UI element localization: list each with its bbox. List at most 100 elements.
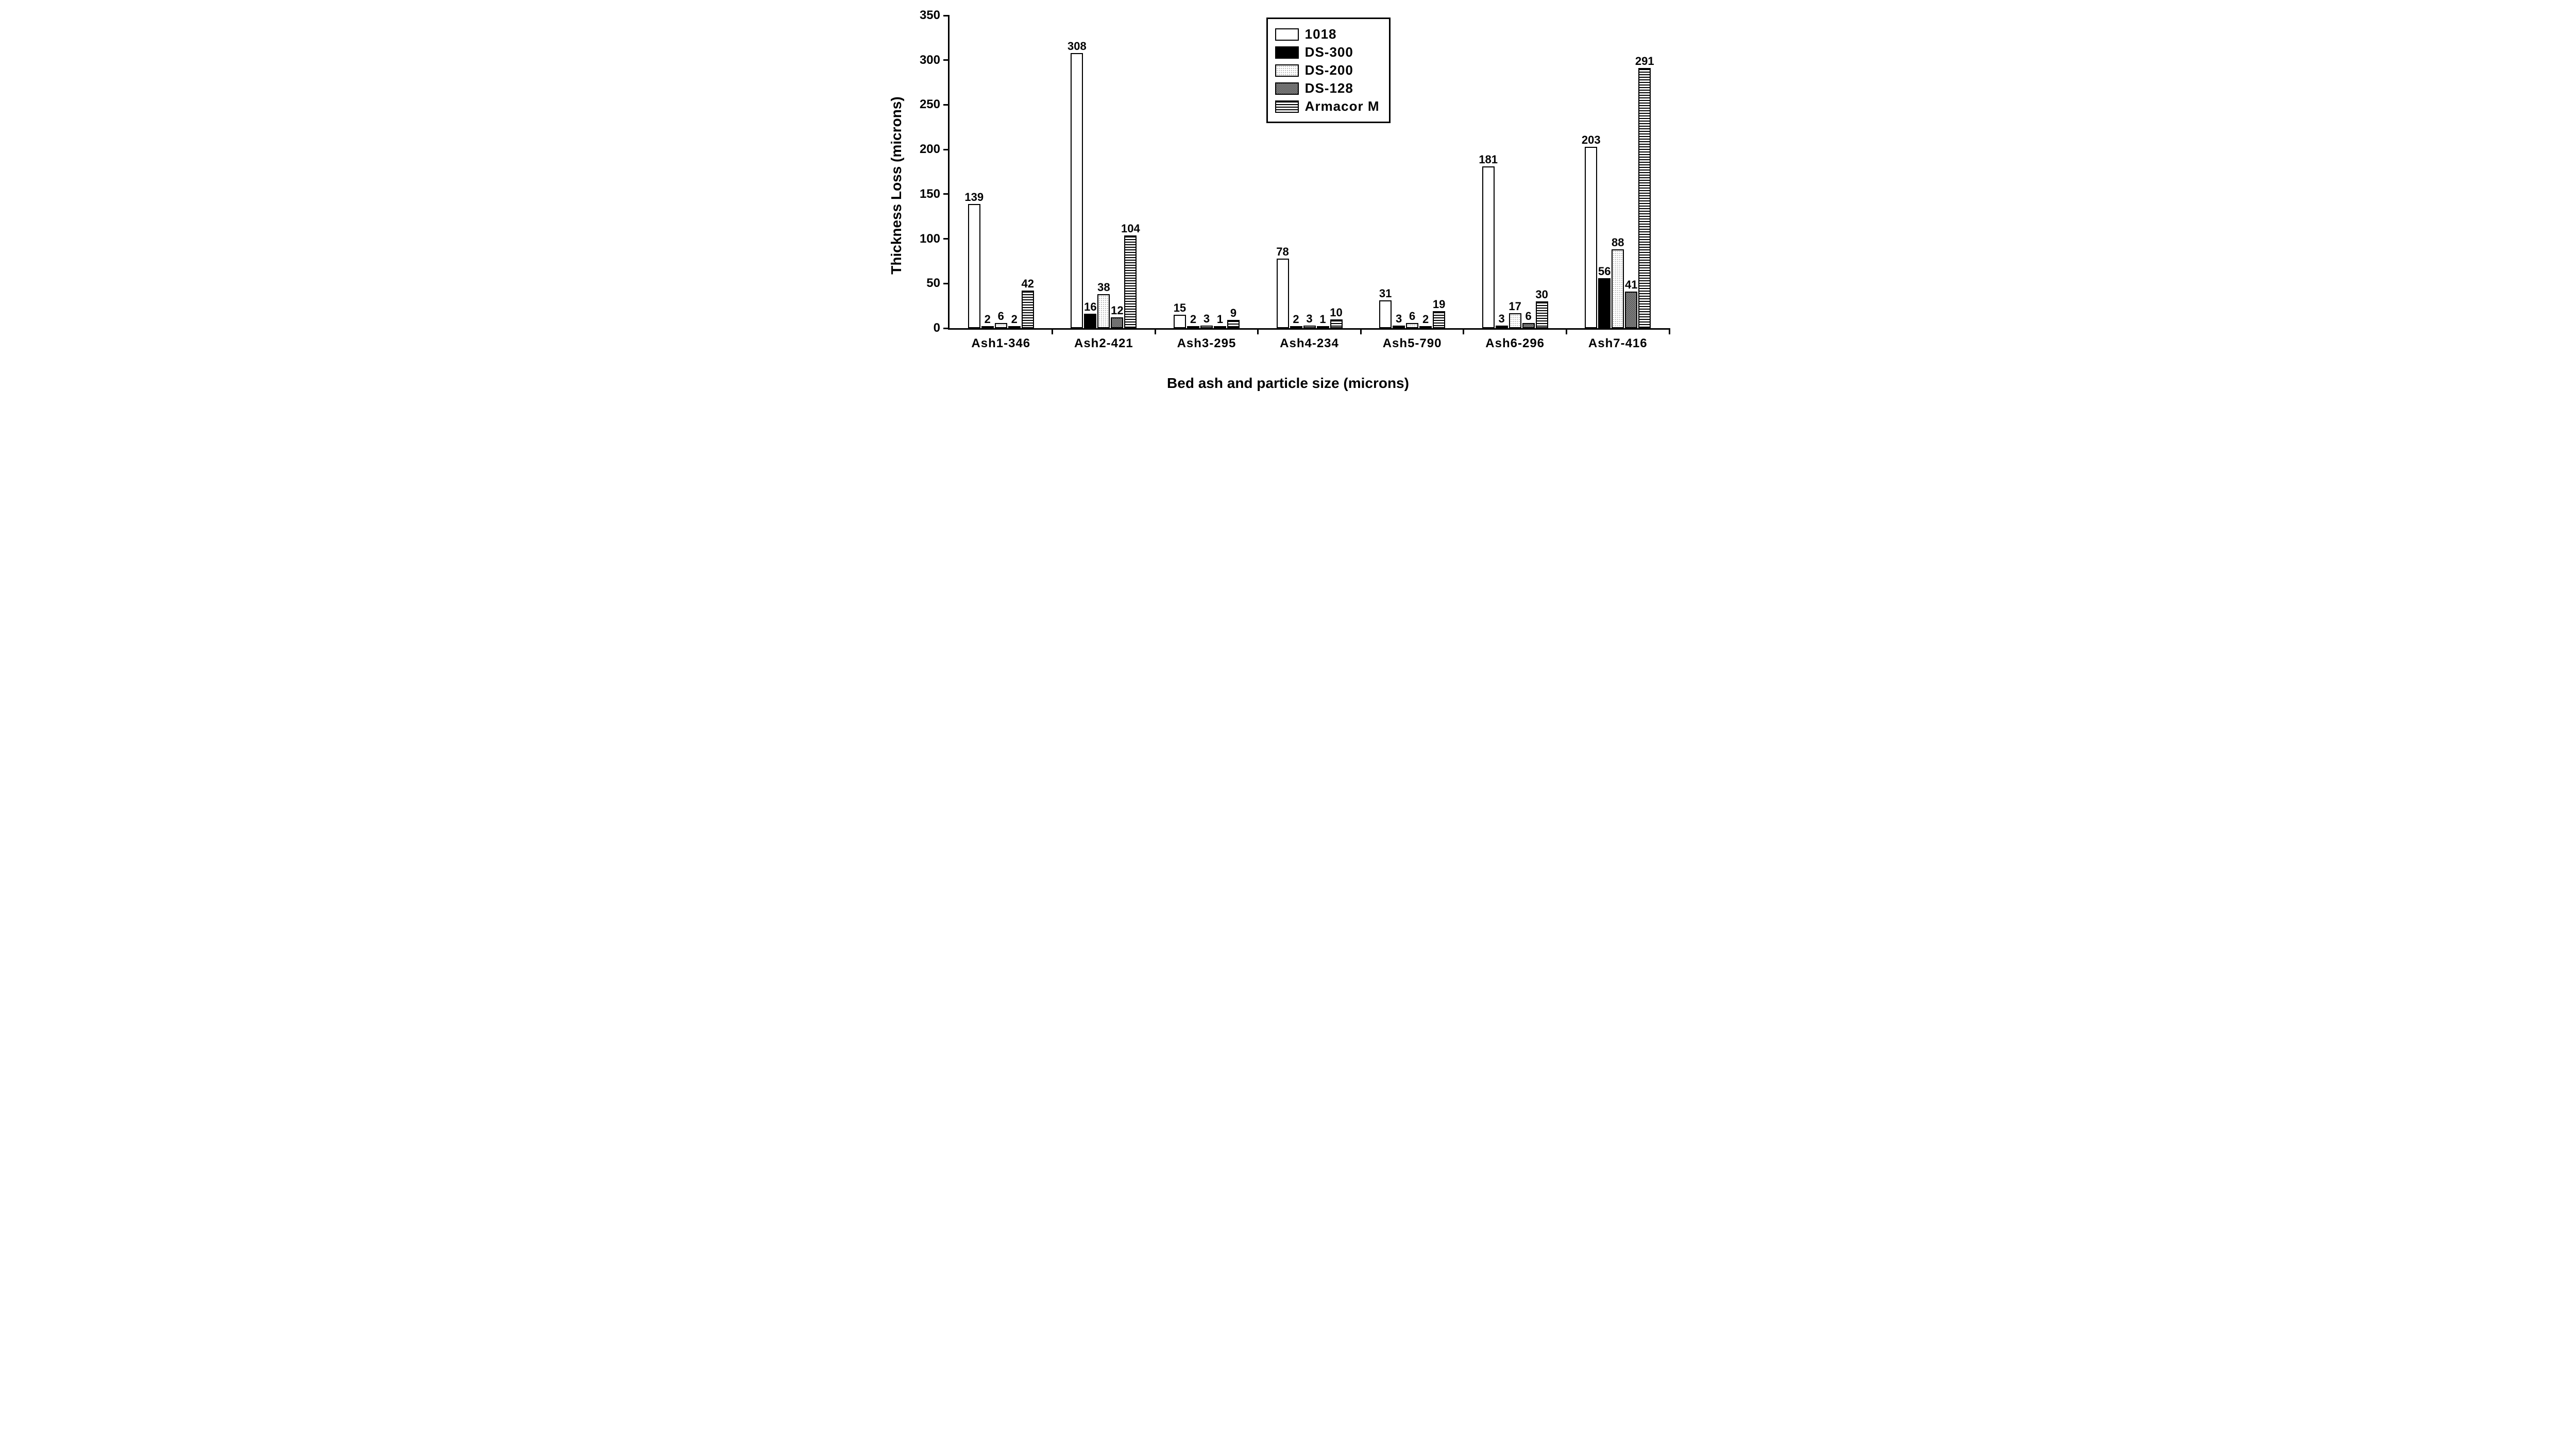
bar: 12 (1111, 317, 1123, 328)
legend-label: Armacor M (1305, 98, 1380, 114)
bar: 56 (1598, 278, 1611, 328)
bar: 139 (968, 204, 980, 328)
legend-swatch (1275, 100, 1299, 113)
group-separator-tick (1463, 328, 1464, 334)
bar-value-label: 3 (1396, 312, 1402, 326)
legend-label: 1018 (1305, 26, 1337, 42)
bar: 291 (1638, 68, 1651, 328)
bar: 42 (1022, 291, 1034, 328)
bar-value-label: 2 (1293, 313, 1299, 326)
bar: 38 (1097, 294, 1110, 328)
bar-value-label: 3 (1204, 312, 1210, 326)
bar-value-label: 1 (1319, 313, 1326, 326)
bar: 15 (1174, 315, 1186, 328)
group-separator-tick (1669, 328, 1670, 334)
legend-swatch (1275, 64, 1299, 77)
bar-value-label: 9 (1230, 307, 1236, 320)
legend-item: DS-200 (1275, 62, 1380, 78)
bar-group: 203568841291Ash7-416 (1566, 15, 1669, 328)
bar: 6 (1522, 323, 1535, 328)
bar-value-label: 308 (1067, 40, 1087, 53)
category-label: Ash4-234 (1280, 336, 1339, 351)
legend-item: Armacor M (1275, 98, 1380, 114)
bar: 30 (1536, 301, 1548, 328)
category-label: Ash1-346 (971, 336, 1030, 351)
bar-group: 181317630Ash6-296 (1464, 15, 1567, 328)
category-label: Ash2-421 (1074, 336, 1133, 351)
bar: 31 (1379, 300, 1392, 328)
bar-value-label: 42 (1022, 277, 1034, 291)
bar: 16 (1084, 314, 1096, 328)
bar: 17 (1509, 313, 1521, 328)
bar: 203 (1585, 147, 1597, 328)
y-tick-label: 0 (934, 321, 950, 335)
legend-label: DS-200 (1305, 62, 1353, 78)
bar-value-label: 181 (1479, 153, 1498, 166)
bar: 3 (1496, 326, 1508, 328)
y-tick-label: 200 (920, 142, 950, 157)
legend-swatch (1275, 46, 1299, 59)
x-axis-label: Bed ash and particle size (microns) (1167, 375, 1409, 392)
group-separator-tick (1155, 328, 1156, 334)
bar: 2 (1290, 326, 1302, 328)
bar-value-label: 88 (1612, 236, 1624, 249)
bar: 3 (1393, 326, 1405, 328)
bar: 2 (1187, 326, 1199, 328)
y-tick-label: 100 (920, 232, 950, 246)
legend-item: DS-300 (1275, 44, 1380, 60)
bar-value-label: 1 (1217, 313, 1223, 326)
bar-value-label: 12 (1111, 304, 1123, 317)
chart-container: Thickness Loss (microns) Bed ash and par… (902, 10, 1674, 361)
bar-value-label: 139 (964, 191, 984, 204)
bar: 2 (981, 326, 994, 328)
legend-label: DS-300 (1305, 44, 1353, 60)
bar-value-label: 78 (1276, 245, 1289, 259)
bar: 1 (1214, 326, 1226, 328)
legend: 1018 DS-300 DS-200 DS-128 Armacor M (1266, 18, 1391, 123)
bar-value-label: 2 (1011, 313, 1018, 326)
bar-group: 308163812104Ash2-421 (1053, 15, 1156, 328)
bar: 2 (1419, 326, 1432, 328)
bar-value-label: 38 (1097, 281, 1110, 294)
bar-value-label: 3 (1499, 312, 1505, 326)
bar-value-label: 203 (1582, 133, 1601, 147)
bar: 6 (995, 323, 1007, 328)
category-label: Ash5-790 (1383, 336, 1442, 351)
bar: 78 (1277, 259, 1289, 328)
group-separator-tick (1052, 328, 1053, 334)
bar: 2 (1008, 326, 1021, 328)
bar-value-label: 2 (1422, 313, 1429, 326)
bar-value-label: 291 (1635, 55, 1654, 68)
bar-group: 13926242Ash1-346 (950, 15, 1053, 328)
bar-value-label: 2 (985, 313, 991, 326)
bar: 10 (1330, 319, 1343, 328)
bar-value-label: 6 (1409, 310, 1415, 323)
y-tick-label: 50 (926, 276, 950, 291)
y-tick-label: 250 (920, 97, 950, 112)
bar-value-label: 3 (1306, 312, 1312, 326)
bar-value-label: 6 (998, 310, 1004, 323)
bar: 6 (1406, 323, 1418, 328)
legend-label: DS-128 (1305, 80, 1353, 96)
bar-value-label: 104 (1121, 222, 1140, 235)
bar-value-label: 16 (1084, 300, 1096, 314)
y-tick-label: 350 (920, 8, 950, 23)
bar-value-label: 31 (1379, 287, 1392, 300)
bar: 3 (1303, 326, 1316, 328)
bar: 41 (1625, 292, 1637, 328)
bar: 9 (1227, 320, 1240, 328)
bar-value-label: 2 (1190, 313, 1196, 326)
y-tick-label: 150 (920, 187, 950, 201)
y-axis-label: Thickness Loss (microns) (888, 96, 905, 274)
group-separator-tick (1360, 328, 1362, 334)
legend-item: DS-128 (1275, 80, 1380, 96)
bar-value-label: 6 (1526, 310, 1532, 323)
bar-group: 152319Ash3-295 (1155, 15, 1258, 328)
group-separator-tick (1257, 328, 1259, 334)
category-label: Ash3-295 (1177, 336, 1236, 351)
legend-item: 1018 (1275, 26, 1380, 42)
bar: 1 (1317, 326, 1329, 328)
bar: 3 (1200, 326, 1213, 328)
bar: 104 (1124, 235, 1137, 328)
y-tick-label: 300 (920, 53, 950, 67)
